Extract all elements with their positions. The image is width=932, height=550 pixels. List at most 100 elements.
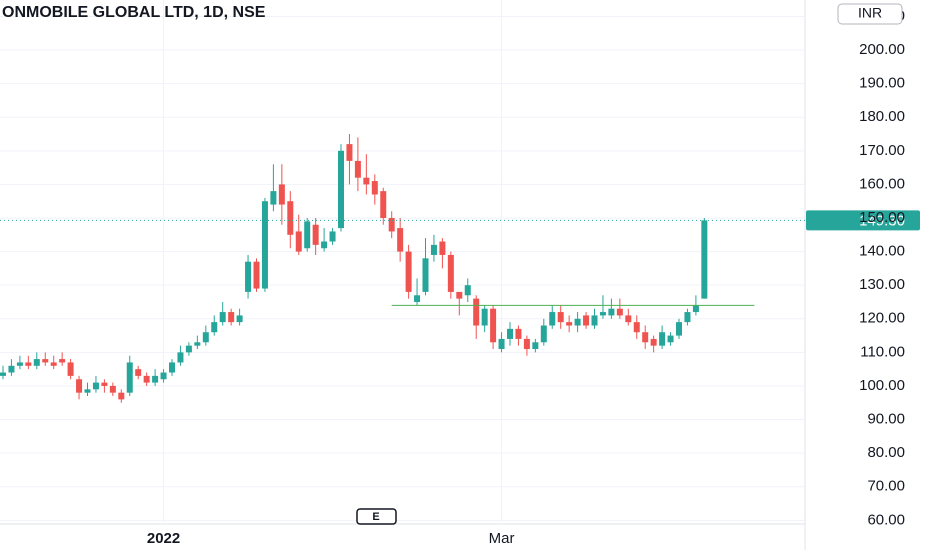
candle-body: [676, 322, 682, 336]
y-tick-label: 190.00: [859, 75, 905, 92]
candle-body: [202, 332, 209, 343]
candle-body: [405, 251, 412, 292]
candle-body: [50, 362, 57, 366]
candle-body: [388, 218, 395, 232]
candle-body: [616, 308, 623, 316]
candle-body: [228, 312, 235, 323]
candle-body: [304, 221, 311, 249]
y-tick-label: 110.00: [860, 343, 905, 360]
candle-body: [8, 365, 15, 373]
candle-body: [0, 372, 6, 376]
candle-body: [523, 338, 530, 350]
last-price-label: 149.30: [859, 212, 905, 229]
candle-body: [701, 220, 708, 299]
candle-body: [591, 315, 598, 326]
x-tick-label: Mar: [489, 530, 515, 547]
y-tick-label: 120.00: [859, 310, 905, 327]
candle-body: [430, 244, 437, 255]
candle-body: [498, 338, 505, 350]
candle-body: [118, 392, 125, 400]
candle-body: [253, 261, 260, 289]
y-tick-label: 60.00: [867, 511, 905, 528]
candle-body: [177, 352, 184, 363]
candle-body: [16, 362, 23, 366]
candle-body: [380, 191, 387, 219]
candle-body: [692, 305, 699, 313]
x-tick-label: 2022: [147, 530, 180, 547]
candle-body: [76, 379, 83, 393]
y-tick-label: 80.00: [867, 444, 905, 461]
candle-body: [371, 181, 378, 195]
currency-badge: [837, 3, 903, 25]
candle-body: [490, 308, 497, 343]
candle-body: [101, 382, 108, 386]
candle-body: [363, 177, 370, 185]
event-label: E: [372, 511, 379, 523]
candle-body: [135, 369, 142, 376]
candle-body: [464, 285, 471, 296]
candle-body: [33, 359, 40, 366]
candle-body: [633, 322, 640, 333]
candle-body: [67, 362, 74, 376]
candle-body: [84, 389, 91, 393]
candle-body: [566, 322, 573, 326]
candle-body: [185, 345, 192, 353]
candle-body: [456, 291, 463, 299]
chart-title: ONMOBILE GLOBAL LTD, 1D, NSE: [2, 4, 266, 21]
candle-body: [684, 312, 691, 323]
candle-body: [583, 315, 590, 326]
candle-body: [414, 295, 421, 302]
candle-body: [270, 191, 277, 205]
y-tick-label: 200.00: [859, 41, 905, 58]
candle-body: [126, 362, 133, 393]
candle-body: [236, 315, 243, 323]
candle-body: [329, 231, 336, 242]
candle-body: [92, 382, 99, 390]
candle-body: [160, 372, 167, 380]
candle-body: [109, 385, 116, 393]
candle-body: [574, 318, 581, 326]
candle-body: [59, 359, 66, 363]
currency-label: INR: [858, 5, 882, 21]
candle-body: [278, 184, 285, 205]
candle-body: [295, 231, 302, 252]
y-tick-label: 170.00: [859, 142, 905, 159]
candle-body: [650, 338, 657, 346]
event-badge: [356, 508, 397, 525]
candle-body: [354, 160, 361, 178]
y-tick-label: 90.00: [867, 411, 905, 428]
y-tick-label: 70.00: [867, 478, 905, 495]
candle-body: [287, 201, 294, 235]
candle-body: [211, 322, 218, 333]
candle-body: [312, 224, 319, 245]
candles: [0, 134, 708, 403]
candle-body: [481, 308, 488, 326]
candle-body: [152, 375, 159, 383]
grid: [0, 0, 805, 522]
candle-body: [659, 332, 666, 346]
candle-body: [532, 342, 539, 350]
candle-body: [321, 241, 328, 249]
candle-body: [194, 342, 201, 346]
candle-body: [439, 241, 446, 255]
y-tick-label: 180.00: [859, 108, 905, 125]
candle-body: [447, 254, 454, 292]
candle-body: [245, 261, 252, 292]
candle-body: [515, 328, 522, 339]
candle-body: [42, 359, 49, 363]
candle-body: [642, 332, 649, 343]
y-tick-label: 150.00: [859, 209, 905, 226]
candle-body: [397, 228, 404, 252]
candle-body: [667, 335, 674, 343]
y-tick-label: 160.00: [859, 175, 905, 192]
candle-body: [169, 362, 175, 373]
candle-body: [549, 312, 556, 326]
candle-body: [473, 298, 480, 326]
candle-body: [540, 325, 547, 343]
candle-body: [625, 315, 632, 323]
candle-body: [25, 362, 32, 366]
y-tick-label: 100.00: [859, 377, 905, 394]
candle-body: [261, 201, 268, 289]
